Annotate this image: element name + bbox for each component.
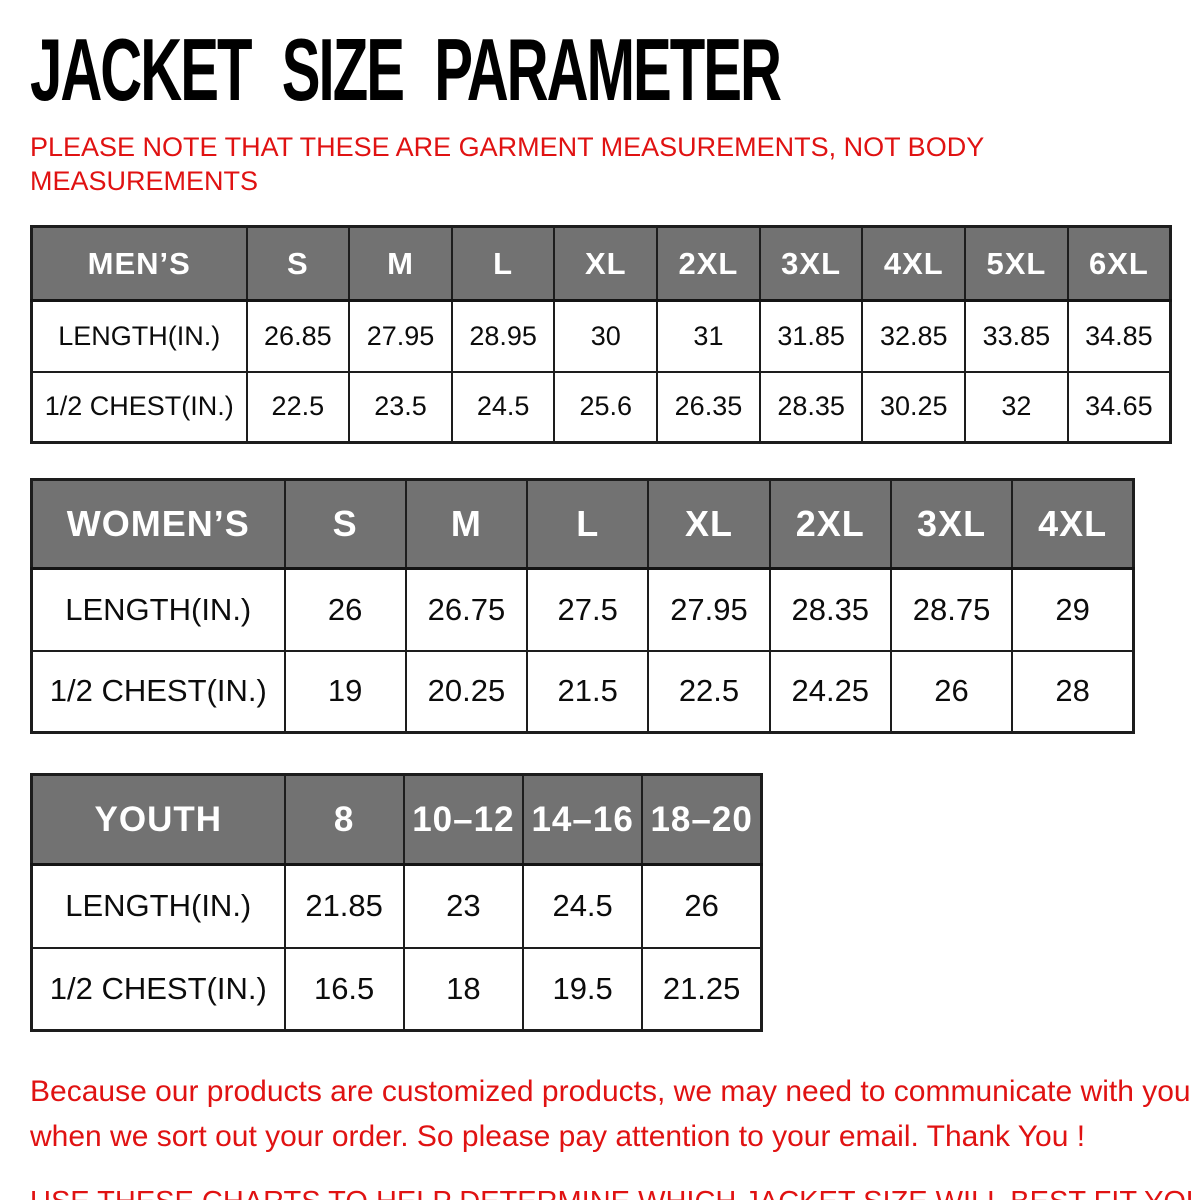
- womens-measurement-value: 29: [1011, 567, 1135, 652]
- mens-measurement-value: 26.85: [245, 299, 351, 373]
- womens-measurement-value: 26.75: [404, 567, 529, 652]
- womens-row-label: LENGTH(IN.): [30, 567, 286, 652]
- mens-size-column-header: 6XL: [1066, 225, 1172, 302]
- mens-measurement-value: 34.85: [1066, 299, 1172, 373]
- womens-measurement-row: 1/2 CHEST(IN.) 19 20.25 21.5 22.5 24.25 26 28: [30, 649, 1135, 734]
- mens-measurement-value: 34.65: [1066, 370, 1172, 444]
- note-line-2: MEASUREMENTS: [30, 166, 259, 196]
- womens-table-title: WOMEN’S: [30, 478, 286, 570]
- mens-measurement-value: 30.25: [861, 370, 967, 444]
- mens-measurement-value: 28.35: [758, 370, 864, 444]
- youth-measurement-value: 18: [402, 946, 525, 1032]
- youth-measurement-row: 1/2 CHEST(IN.) 16.5 18 19.5 21.25: [30, 946, 763, 1032]
- youth-measurement-value: 19.5: [521, 946, 644, 1032]
- youth-table-title: YOUTH: [30, 773, 286, 866]
- mens-measurement-value: 30: [553, 299, 659, 373]
- mens-measurement-value: 28.95: [450, 299, 556, 373]
- mens-measurement-value: 32: [964, 370, 1069, 444]
- page-title: JACKET SIZE PARAMETER: [30, 20, 782, 119]
- chart-usage-note: USE THESE CHARTS TO HELP DETERMINE WHICH…: [30, 1184, 1200, 1200]
- size-tables-container: MEN’S S M L XL 2XL 3XL 4XL 5XL 6XL LENGTH(IN.) 26.8…: [0, 225, 1200, 1032]
- youth-header-row: YOUTH 8 10–12 14–16 18–20: [30, 773, 763, 866]
- womens-measurement-value: 28.75: [889, 567, 1014, 652]
- womens-row-label: 1/2 CHEST(IN.): [30, 649, 286, 734]
- womens-size-table: WOMEN’S S M L XL 2XL 3XL 4XL LENGTH(IN.) 26 26.75 2…: [30, 478, 1135, 734]
- youth-measurement-value: 26: [641, 863, 763, 949]
- mens-row-label: LENGTH(IN.): [30, 299, 248, 373]
- jacket-size-chart-page: JACKET SIZE PARAMETER PLEASE NOTE THAT T…: [0, 26, 1200, 1200]
- youth-measurement-row: LENGTH(IN.) 21.85 23 24.5 26: [30, 863, 763, 949]
- youth-size-column-header: 8: [283, 773, 405, 866]
- womens-measurement-value: 21.5: [526, 649, 650, 734]
- womens-measurement-value: 24.25: [768, 649, 892, 734]
- youth-size-table: YOUTH 8 10–12 14–16 18–20 LENGTH(IN.) 21.85 23 2…: [30, 773, 763, 1032]
- mens-measurement-row: 1/2 CHEST(IN.) 22.5 23.5 24.5 25.6 26.35 28.35…: [30, 370, 1172, 444]
- mens-size-column-header: L: [450, 225, 556, 302]
- womens-measurement-value: 22.5: [647, 649, 771, 734]
- mens-size-column-header: M: [348, 225, 453, 302]
- mens-size-column-header: 3XL: [758, 225, 864, 302]
- mens-row-label: 1/2 CHEST(IN.): [30, 370, 248, 444]
- mens-size-column-header: S: [245, 225, 351, 302]
- customization-notice-line-1: Because our products are customized prod…: [30, 1075, 1191, 1108]
- customization-notice: Because our products are customized prod…: [30, 1069, 1200, 1159]
- womens-size-column-header: L: [526, 478, 650, 570]
- mens-measurement-value: 31: [656, 299, 761, 373]
- mens-size-column-header: 5XL: [964, 225, 1069, 302]
- mens-measurement-value: 26.35: [656, 370, 761, 444]
- womens-size-column-header: XL: [647, 478, 771, 570]
- womens-size-column-header: 3XL: [889, 478, 1014, 570]
- youth-measurement-value: 23: [402, 863, 525, 949]
- womens-size-column-header: M: [404, 478, 529, 570]
- mens-measurement-row: LENGTH(IN.) 26.85 27.95 28.95 30 31 31.85 32.85…: [30, 299, 1172, 373]
- womens-size-column-header: 2XL: [768, 478, 892, 570]
- mens-measurement-value: 32.85: [861, 299, 967, 373]
- womens-measurement-value: 26: [889, 649, 1014, 734]
- customization-notice-line-2: when we sort out your order. So please p…: [30, 1120, 1086, 1153]
- youth-row-label: 1/2 CHEST(IN.): [30, 946, 286, 1032]
- womens-measurement-value: 27.95: [647, 567, 771, 652]
- mens-measurement-value: 31.85: [758, 299, 864, 373]
- womens-measurement-value: 20.25: [404, 649, 529, 734]
- youth-measurement-value: 21.25: [641, 946, 763, 1032]
- garment-measurement-note: PLEASE NOTE THAT THESE ARE GARMENT MEASU…: [30, 130, 1200, 198]
- youth-size-column-header: 14–16: [521, 773, 644, 866]
- mens-measurement-value: 27.95: [348, 299, 453, 373]
- womens-measurement-value: 28.35: [768, 567, 892, 652]
- youth-row-label: LENGTH(IN.): [30, 863, 286, 949]
- womens-measurement-value: 26: [283, 567, 407, 652]
- mens-size-column-header: XL: [553, 225, 659, 302]
- womens-measurement-value: 27.5: [526, 567, 650, 652]
- womens-size-column-header: 4XL: [1011, 478, 1135, 570]
- mens-size-column-header: 4XL: [861, 225, 967, 302]
- mens-size-table: MEN’S S M L XL 2XL 3XL 4XL 5XL 6XL LENGTH(IN.) 26.8…: [30, 225, 1172, 444]
- womens-measurement-value: 28: [1011, 649, 1135, 734]
- mens-measurement-value: 22.5: [245, 370, 351, 444]
- womens-size-column-header: S: [283, 478, 407, 570]
- youth-measurement-value: 21.85: [283, 863, 405, 949]
- mens-measurement-value: 25.6: [553, 370, 659, 444]
- youth-measurement-value: 24.5: [521, 863, 644, 949]
- youth-size-column-header: 18–20: [641, 773, 763, 866]
- note-line-1: PLEASE NOTE THAT THESE ARE GARMENT MEASU…: [30, 132, 985, 162]
- womens-measurement-row: LENGTH(IN.) 26 26.75 27.5 27.95 28.35 28.75 29: [30, 567, 1135, 652]
- mens-measurement-value: 24.5: [450, 370, 556, 444]
- womens-header-row: WOMEN’S S M L XL 2XL 3XL 4XL: [30, 478, 1135, 570]
- mens-size-column-header: 2XL: [656, 225, 761, 302]
- youth-size-column-header: 10–12: [402, 773, 525, 866]
- womens-measurement-value: 19: [283, 649, 407, 734]
- mens-table-title: MEN’S: [30, 225, 248, 302]
- youth-measurement-value: 16.5: [283, 946, 405, 1032]
- mens-measurement-value: 33.85: [964, 299, 1069, 373]
- mens-measurement-value: 23.5: [348, 370, 453, 444]
- mens-header-row: MEN’S S M L XL 2XL 3XL 4XL 5XL 6XL: [30, 225, 1172, 302]
